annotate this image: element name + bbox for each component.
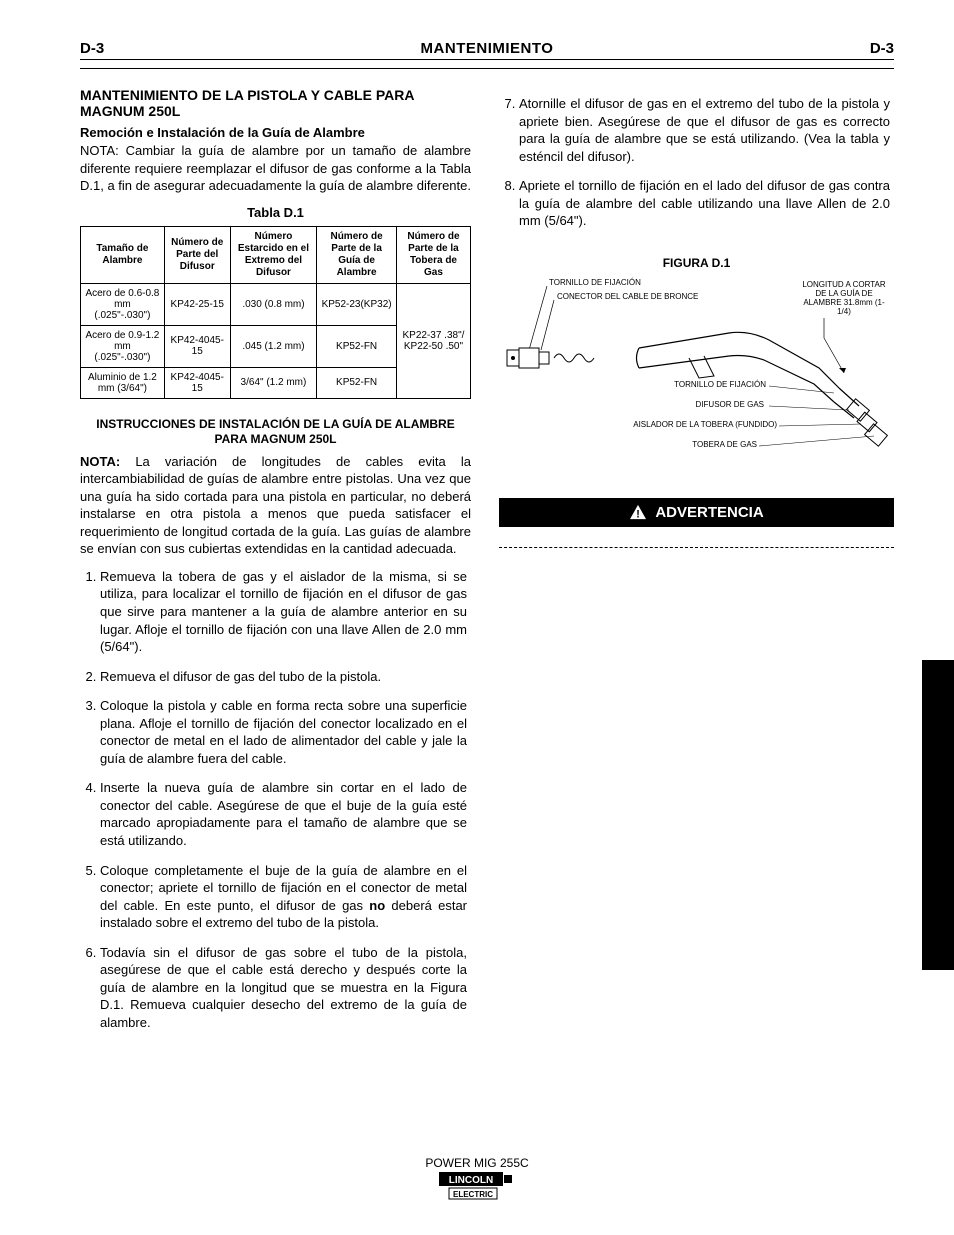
th-liner-part: Número de Parte de la Guía de Alambre: [317, 226, 397, 283]
figure-title: FIGURA D.1: [499, 256, 894, 270]
warning-icon: !: [629, 504, 647, 520]
fig-label-length: LONGITUD A CORTAR DE LA GUÍA DE ALAMBRE …: [799, 280, 889, 316]
cell: Acero de 0.9-1.2 mm (.025"-.030"): [81, 325, 165, 367]
section-title: MANTENIMIENTO DE LA PISTOLA Y CABLE PARA…: [80, 87, 471, 119]
warning-text: ADVERTENCIA: [655, 504, 763, 521]
header-rule-2: [80, 68, 894, 69]
fig-label-gas-diffuser: DIFUSOR DE GAS: [664, 400, 764, 409]
steps-list-right: Atornille el difusor de gas en el extrem…: [499, 95, 894, 230]
note-label: NOTA:: [80, 454, 120, 469]
header-right: D-3: [870, 40, 894, 57]
cell: .045 (1.2 mm): [230, 325, 317, 367]
two-column-layout: MANTENIMIENTO DE LA PISTOLA Y CABLE PARA…: [80, 87, 894, 1044]
th-diffuser-part: Número de Parte del Difusor: [164, 226, 230, 283]
liner-note: NOTA: Cambiar la guía de alambre por un …: [80, 142, 471, 195]
lincoln-logo: LINCOLN ELECTRIC: [439, 1172, 515, 1205]
footer-model: POWER MIG 255C: [0, 1156, 954, 1170]
footer: POWER MIG 255C LINCOLN ELECTRIC: [0, 1156, 954, 1205]
step-6: Todavía sin el difusor de gas sobre el t…: [100, 944, 471, 1032]
side-tab: [922, 660, 954, 970]
dashed-rule: [499, 547, 894, 548]
table-row: Acero de 0.6-0.8 mm (.025"-.030") KP42-2…: [81, 283, 471, 325]
logo-top-text: LINCOLN: [449, 1175, 493, 1186]
cell: KP52-23(KP32): [317, 283, 397, 325]
svg-text:!: !: [637, 509, 641, 521]
header-rule-1: [80, 59, 894, 60]
cell: Acero de 0.6-0.8 mm (.025"-.030"): [81, 283, 165, 325]
instructions-note: NOTA: La variación de longitudes de cabl…: [80, 453, 471, 558]
fig-label-gas-nozzle: TOBERA DE GAS: [667, 440, 757, 449]
header-left: D-3: [80, 40, 104, 57]
steps-list-left: Remueva la tobera de gas y el aislador d…: [80, 568, 471, 1032]
step-1: Remueva la tobera de gas y el aislador d…: [100, 568, 471, 656]
cell: KP42-4045-15: [164, 325, 230, 367]
step-5-text: Coloque completamente el buje de la guía…: [100, 863, 467, 931]
figure-d1: TORNILLO DE FIJACIÓN CONECTOR DEL CABLE …: [499, 278, 894, 488]
header-center: MANTENIMIENTO: [421, 40, 554, 57]
cell: KP52-FN: [317, 325, 397, 367]
cell: .030 (0.8 mm): [230, 283, 317, 325]
page: D-3 MANTENIMIENTO D-3 MANTENIMIENTO DE L…: [0, 0, 954, 1235]
step-2: Remueva el difusor de gas del tubo de la…: [100, 668, 471, 686]
warning-bar: ! ADVERTENCIA: [499, 498, 894, 527]
fig-label-setscrew-top: TORNILLO DE FIJACIÓN: [549, 278, 641, 287]
cell: KP42-4045-15: [164, 367, 230, 398]
fig-label-brass: CONECTOR DEL CABLE DE BRONCE: [557, 292, 698, 301]
fig-label-nozzle-insulator: AISLADOR DE LA TOBERA (FUNDIDO): [617, 420, 777, 429]
cell-nozzle-merged: KP22-37 .38"/ KP22-50 .50": [396, 283, 470, 398]
left-column: MANTENIMIENTO DE LA PISTOLA Y CABLE PARA…: [80, 87, 471, 1044]
fig-label-setscrew-bottom: TORNILLO DE FIJACIÓN: [651, 380, 766, 389]
th-stencil: Número Estarcido en el Extremo del Difus…: [230, 226, 317, 283]
table-title: Tabla D.1: [80, 205, 471, 220]
step-3: Coloque la pistola y cable en forma rect…: [100, 697, 471, 767]
cell: KP52-FN: [317, 367, 397, 398]
note-body: La variación de longitudes de cables evi…: [80, 454, 471, 557]
step-8: Apriete el tornillo de fijación en el la…: [519, 177, 894, 230]
step-4: Inserte la nueva guía de alambre sin cor…: [100, 779, 471, 849]
cell: 3/64" (1.2 mm): [230, 367, 317, 398]
instructions-heading: INSTRUCCIONES DE INSTALACIÓN DE LA GUÍA …: [80, 417, 471, 447]
step-5: Coloque completamente el buje de la guía…: [100, 862, 471, 932]
th-wire-size: Tamaño de Alambre: [81, 226, 165, 283]
header-row: D-3 MANTENIMIENTO D-3: [80, 40, 894, 57]
cell: KP42-25-15: [164, 283, 230, 325]
cell: Aluminio de 1.2 mm (3/64"): [81, 367, 165, 398]
right-column: Atornille el difusor de gas en el extrem…: [499, 87, 894, 1044]
step-7: Atornille el difusor de gas en el extrem…: [519, 95, 894, 165]
logo-bottom-text: ELECTRIC: [453, 1190, 493, 1199]
liner-subhead: Remoción e Instalación de la Guía de Ala…: [80, 125, 471, 140]
th-nozzle-part: Número de Parte de la Tobera de Gas: [396, 226, 470, 283]
parts-table: Tamaño de Alambre Número de Parte del Di…: [80, 226, 471, 399]
